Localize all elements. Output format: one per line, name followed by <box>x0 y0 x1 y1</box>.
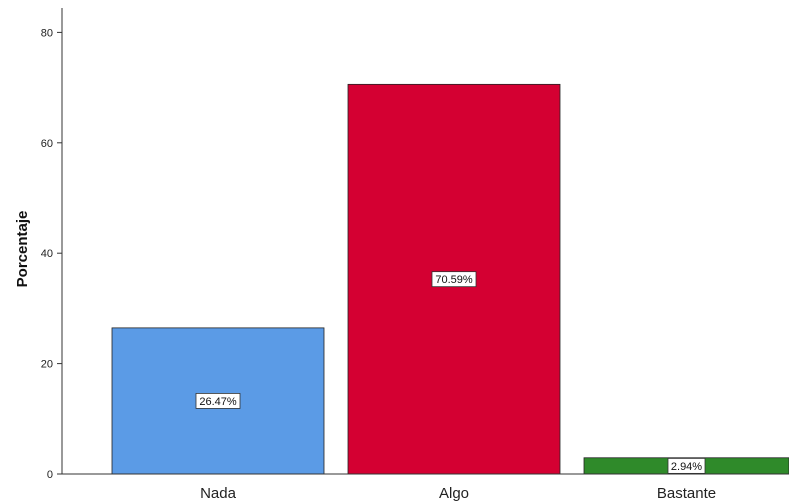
data-label-box <box>431 271 477 288</box>
x-tick-label: Bastante <box>657 485 716 502</box>
y-tick-label: 80 <box>41 27 53 39</box>
x-axis: Nada Algo Bastante <box>62 473 789 502</box>
data-label: 70.59% <box>435 274 473 286</box>
data-label-box <box>667 457 706 474</box>
bars: 26.47% 70.59% 2.94% <box>111 83 789 475</box>
data-label: 2.94% <box>671 461 702 473</box>
y-tick-label: 40 <box>41 248 53 260</box>
data-label-box <box>195 393 241 409</box>
y-tick-label: 20 <box>41 359 53 371</box>
y-tick-label: 0 <box>47 469 53 481</box>
data-label: 26.47% <box>199 396 237 408</box>
x-tick-label: Algo <box>439 485 469 502</box>
y-tick-label: 60 <box>41 138 53 150</box>
x-tick-label: Nada <box>200 485 237 502</box>
y-axis-title: Porcentaje <box>14 211 31 288</box>
y-axis: 0 20 40 60 80 <box>41 8 63 481</box>
